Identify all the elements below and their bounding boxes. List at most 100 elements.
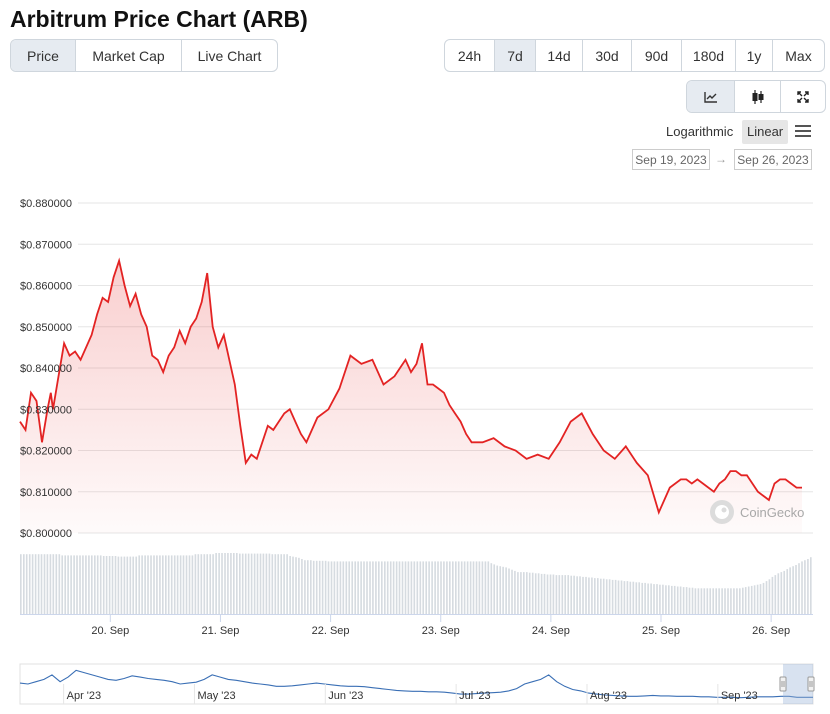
range-30d[interactable]: 30d	[582, 40, 631, 71]
line-chart-button[interactable]	[687, 81, 734, 112]
volume-bar	[37, 554, 40, 614]
volume-bar	[750, 585, 753, 614]
hamburger-menu-icon[interactable]	[795, 124, 811, 138]
volume-bar	[508, 568, 510, 614]
price-line	[19, 257, 802, 515]
volume-bar	[271, 554, 274, 614]
volume-bar	[573, 575, 575, 614]
range-7d[interactable]: 7d	[494, 40, 535, 71]
volume-bar	[753, 585, 756, 614]
volume-bar	[647, 583, 649, 614]
expand-icon	[797, 90, 809, 103]
date-from-input[interactable]: Sep 19, 2023	[632, 149, 710, 170]
volume-bar	[478, 561, 481, 614]
volume-bar	[718, 588, 720, 614]
volume-bar	[70, 555, 72, 614]
volume-bar	[688, 587, 691, 614]
volume-bar	[108, 556, 111, 614]
volume-bar	[673, 585, 676, 614]
navigator-frame	[19, 663, 814, 705]
volume-bar	[212, 554, 214, 614]
volume-bar	[135, 556, 138, 614]
x-tick-label: 22. Sep	[312, 625, 350, 637]
volume-bar	[549, 574, 552, 614]
linear-toggle[interactable]: Linear	[742, 120, 789, 144]
volume-bar	[632, 581, 635, 614]
volume-bar	[703, 588, 706, 614]
volume-bar	[295, 557, 297, 614]
volume-bar	[517, 572, 519, 614]
volume-bar	[253, 553, 256, 614]
volume-bar	[289, 556, 291, 614]
tab-price[interactable]: Price	[11, 40, 75, 71]
volume-bar	[188, 555, 191, 614]
volume-bar	[413, 561, 416, 614]
volume-bar	[348, 561, 351, 614]
range-180d[interactable]: 180d	[681, 40, 735, 71]
candlestick-button[interactable]	[734, 81, 780, 112]
volume-bar	[150, 555, 152, 614]
volume-bar	[792, 566, 794, 614]
tab-market-cap[interactable]: Market Cap	[75, 40, 181, 71]
y-tick-label: $0.880000	[20, 198, 72, 210]
navigator-label: Jul '23	[459, 690, 490, 702]
volume-bar	[484, 561, 487, 614]
volume-bar	[94, 555, 96, 614]
range-14d[interactable]: 14d	[535, 40, 582, 71]
volume-bar	[481, 561, 484, 614]
volume-bar	[712, 588, 715, 614]
volume-bar	[215, 553, 217, 614]
volume-bar	[162, 555, 164, 614]
volume-bar	[629, 581, 632, 614]
volume-bar	[493, 564, 496, 614]
volume-bar	[159, 555, 161, 614]
volume-bar	[324, 560, 327, 614]
range-1y[interactable]: 1y	[735, 40, 772, 71]
volume-bar	[783, 570, 786, 614]
volume-bar	[602, 578, 605, 614]
volume-bar	[463, 561, 466, 614]
x-tick-label: 23. Sep	[422, 625, 460, 637]
navigator-selection	[783, 664, 813, 704]
volume-bar	[339, 561, 342, 614]
volume-bar	[443, 561, 445, 614]
date-to-input[interactable]: Sep 26, 2023	[734, 149, 812, 170]
navigator[interactable]: Apr '23 May '23 Jun '23 Jul '23 Aug '23 Sep '…	[19, 663, 815, 705]
volume-bar	[570, 575, 573, 614]
volume-bar	[611, 579, 614, 614]
tab-live-chart[interactable]: Live Chart	[181, 40, 277, 71]
volume-bar	[469, 561, 472, 614]
range-24h[interactable]: 24h	[457, 47, 482, 64]
range-90d[interactable]: 90d	[631, 40, 681, 71]
volume-bar	[446, 561, 448, 614]
volume-bar	[73, 555, 75, 614]
volume-bar	[422, 561, 425, 614]
expand-button[interactable]	[780, 81, 825, 112]
navigator-label: Aug '23	[590, 690, 627, 702]
logarithmic-toggle[interactable]: Logarithmic	[666, 124, 734, 139]
volume-bar	[206, 554, 209, 614]
volume-bar	[425, 561, 428, 614]
range-max[interactable]: Max	[772, 40, 824, 71]
y-tick-label: $0.860000	[20, 281, 72, 293]
volume-bar	[721, 588, 723, 614]
volume-bar	[46, 554, 49, 614]
volume-bar	[67, 555, 69, 614]
volume-bar	[351, 561, 354, 614]
volume-bar	[434, 561, 436, 614]
watermark-text: CoinGecko	[740, 505, 804, 520]
volume-bar	[789, 567, 791, 614]
volume-bar	[209, 554, 212, 614]
volume-bar	[537, 573, 540, 614]
volume-bar	[265, 553, 268, 614]
volume-bar	[117, 556, 120, 614]
y-tick-label: $0.870000	[20, 239, 72, 251]
volume-bar	[614, 579, 617, 614]
volume-bar	[576, 576, 578, 614]
volume-bar	[685, 587, 688, 614]
volume-bar	[804, 560, 806, 614]
line-chart-icon	[703, 91, 717, 103]
volume-bar	[697, 588, 700, 614]
volume-bar	[428, 561, 430, 614]
volume-bar	[676, 586, 679, 614]
